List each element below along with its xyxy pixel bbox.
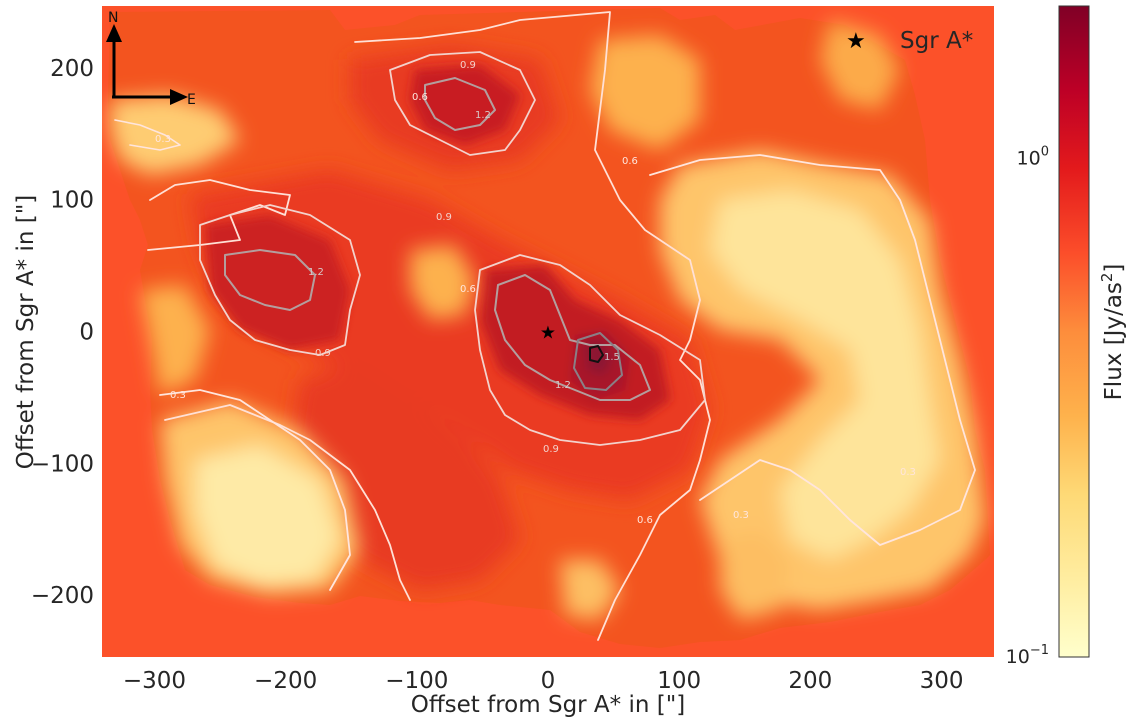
contour-0.3-east [649, 154, 976, 546]
contour-0.6-west [147, 179, 291, 251]
y-axis: −200 −100 0 100 200 [31, 56, 94, 609]
legend: ★ Sgr A* [846, 28, 973, 54]
contour-label: 1.5 [604, 352, 620, 363]
contour-label: 1.2 [308, 267, 324, 278]
north-label: N [108, 10, 118, 26]
x-tick-label: 100 [657, 668, 701, 694]
y-axis-title: Offset from Sgr A* in ["] [13, 195, 39, 470]
x-tick-label: −300 [123, 668, 186, 694]
east-label: E [187, 92, 196, 108]
colorbar-label: Flux [Jy/as2] [1098, 264, 1127, 401]
sgr-a-star-marker: ★ [540, 323, 556, 344]
x-tick-label: −100 [385, 668, 448, 694]
contour-label: 0.6 [412, 92, 428, 103]
y-tick-label: 100 [50, 188, 94, 214]
x-axis: −300 −200 −100 0 100 200 300 [123, 668, 964, 694]
contour-label: 0.6 [460, 284, 476, 295]
contour-label: 0.3 [733, 510, 749, 521]
x-tick-label: −200 [254, 668, 317, 694]
contour-1.2-center [494, 274, 651, 401]
contour-labels: 0.6 0.6 0.6 0.6 0.9 0.9 0.9 0.9 0.3 0.3 … [155, 60, 916, 526]
contour-label: 0.9 [460, 60, 476, 71]
contour-label: 1.2 [475, 110, 491, 121]
contour-label: 0.6 [622, 156, 638, 167]
contour-label: 0.6 [637, 515, 653, 526]
east-arrow-head [170, 89, 188, 105]
compass-rose: N E [106, 10, 196, 108]
x-axis-title: Offset from Sgr A* in ["] [411, 692, 686, 718]
flux-contours [114, 11, 976, 641]
colorbar-label-tail: ] [1101, 264, 1127, 273]
colorbar-gradient [1058, 5, 1090, 658]
contour-0.3-nw [114, 119, 181, 151]
contour-label: 0.3 [170, 390, 186, 401]
contour-label: 1.2 [555, 380, 571, 391]
legend-star-icon: ★ [846, 29, 866, 54]
x-tick-label: 300 [920, 668, 964, 694]
contour-1.8-peak [589, 345, 604, 363]
markers: ★ [540, 323, 556, 344]
contour-0.3-west [159, 389, 351, 591]
contour-label: 0.9 [543, 444, 559, 455]
contour-label: 0.3 [900, 467, 916, 478]
north-arrow-head [106, 24, 122, 42]
colorbar-ticks: 100 10−1 [1006, 145, 1049, 668]
contour-0.9-west [199, 204, 361, 356]
colorbar-label-sup: 2 [1098, 273, 1116, 283]
contour-0.9-center [474, 254, 706, 446]
contour-1.5-center [573, 332, 623, 391]
contour-1.2-west [224, 249, 316, 311]
contour-label: 0.3 [155, 134, 171, 145]
y-tick-label: 200 [50, 56, 94, 82]
colorbar-label-main: Flux [Jy/as [1101, 282, 1127, 400]
legend-label: Sgr A* [900, 28, 973, 54]
contour-0.9-north [389, 51, 536, 156]
x-tick-label: 200 [788, 668, 832, 694]
colorbar-tick-label: 100 [1017, 145, 1049, 170]
contour-1.2-north [424, 77, 496, 131]
contour-label: 0.9 [436, 212, 452, 223]
y-tick-label: −200 [31, 583, 94, 609]
contour-0.6-main [354, 11, 711, 641]
contour-0.6-south [164, 404, 411, 601]
x-tick-label: 0 [541, 668, 556, 694]
colorbar: 100 10−1 Flux [Jy/as2] [1006, 5, 1127, 668]
y-tick-label: 0 [79, 320, 94, 346]
contour-label: 0.9 [315, 348, 331, 359]
y-tick-label: −100 [31, 451, 94, 477]
flux-heatmap [108, 8, 990, 648]
colorbar-tick-label: 10−1 [1006, 643, 1049, 668]
